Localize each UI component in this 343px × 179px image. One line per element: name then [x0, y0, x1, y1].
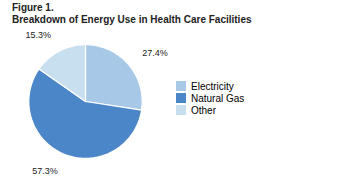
- html-text:Other: Other: [191, 104, 216, 116]
- svg-text:27.4%: 27.4%: [142, 47, 168, 57]
- html-text:Breakdown of Energy Use in Hea: Breakdown of Energy Use in Health Care F…: [12, 14, 252, 25]
- html-text:Natural Gas: Natural Gas: [191, 92, 245, 104]
- html-text:Electricity: Electricity: [191, 80, 234, 92]
- svg-text:15.3%: 15.3%: [25, 30, 51, 40]
- svg-text:57.3%: 57.3%: [32, 166, 58, 176]
- html-text:Figure 1.: Figure 1.: [12, 2, 54, 13]
